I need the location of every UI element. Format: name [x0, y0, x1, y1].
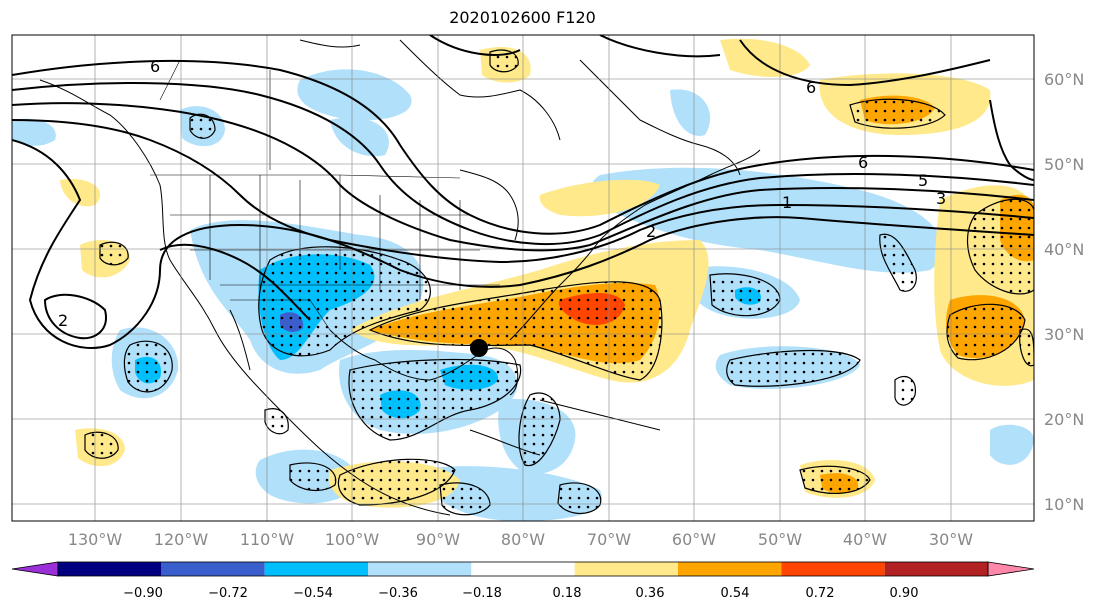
colorbar-swatch — [368, 562, 472, 576]
contour-label: 6 — [806, 78, 816, 97]
colorbar-tick-label: −0.18 — [462, 586, 502, 601]
colorbar-tick-label: 0.54 — [721, 586, 750, 601]
lon-label: 50°W — [758, 530, 802, 549]
lat-label: 20°N — [1044, 410, 1084, 429]
lon-label: 90°W — [416, 530, 460, 549]
contour-label: 2 — [58, 311, 68, 330]
contour-label: 5 — [918, 171, 928, 190]
lon-label: 70°W — [587, 530, 631, 549]
lat-label: 40°N — [1044, 240, 1084, 259]
colorbar-tick-label: −0.54 — [293, 586, 333, 601]
colorbar: −0.90 −0.72 −0.54 −0.36 −0.18 0.18 0.36 … — [11, 561, 1035, 601]
graticule — [12, 35, 1034, 521]
colorbar-swatch — [161, 562, 265, 576]
colorbar-swatch — [264, 562, 368, 576]
significance-stippling — [84, 49, 1034, 516]
colorbar-swatch — [781, 562, 885, 576]
map-frame — [11, 34, 1035, 522]
lon-label: 80°W — [501, 530, 545, 549]
contour-label: 6 — [150, 57, 160, 76]
colorbar-swatch — [574, 562, 678, 576]
colorbar-tick-label: 0.72 — [806, 586, 835, 601]
map-plot-area: 6 6 6 5 3 1 2 2 — [12, 35, 1034, 521]
longitude-axis: 130°W 120°W 110°W 100°W 90°W 80°W 70°W 6… — [68, 530, 973, 549]
colorbar-tick-label: 0.36 — [636, 586, 665, 601]
coastlines — [39, 39, 761, 516]
lon-label: 60°W — [672, 530, 716, 549]
colorbar-swatch — [58, 562, 162, 576]
colorbar-tick-label: −0.72 — [208, 586, 248, 601]
colorbar-tick-label: −0.90 — [123, 586, 163, 601]
contour-labels: 6 6 6 5 3 1 2 2 — [58, 57, 946, 330]
lat-label: 50°N — [1044, 155, 1084, 174]
colorbar-tick-label: 0.18 — [553, 586, 582, 601]
lon-label: 130°W — [68, 530, 123, 549]
colorbar-min-extend — [11, 561, 59, 577]
height-contours — [12, 35, 1034, 349]
colorbar-swatches — [11, 561, 1035, 577]
colorbar-swatch — [471, 562, 575, 576]
contour-label: 2 — [646, 222, 656, 241]
political-borders — [150, 59, 500, 331]
latitude-axis: 60°N 50°N 40°N 30°N 20°N 10°N — [1044, 70, 1084, 514]
lon-label: 30°W — [929, 530, 973, 549]
lat-label: 60°N — [1044, 70, 1084, 89]
lon-label: 40°W — [843, 530, 887, 549]
lat-label: 10°N — [1044, 495, 1084, 514]
contour-label: 3 — [936, 189, 946, 208]
colorbar-tick-label: 0.90 — [890, 586, 919, 601]
lon-label: 100°W — [325, 530, 380, 549]
contour-label: 1 — [782, 193, 792, 212]
lon-label: 110°W — [240, 530, 295, 549]
colorbar-max-extend — [987, 561, 1035, 577]
colorbar-ticks: −0.90 −0.72 −0.54 −0.36 −0.18 0.18 0.36 … — [123, 586, 918, 601]
storm-position-marker — [470, 339, 488, 357]
lat-label: 30°N — [1044, 325, 1084, 344]
colorbar-tick-label: −0.36 — [378, 586, 418, 601]
colorbar-swatch — [884, 562, 988, 576]
map-title: 2020102600 F120 — [449, 8, 596, 27]
colorbar-swatch — [678, 562, 782, 576]
contour-label: 6 — [858, 153, 868, 172]
colorbar-frame — [57, 561, 989, 577]
lon-label: 120°W — [154, 530, 209, 549]
